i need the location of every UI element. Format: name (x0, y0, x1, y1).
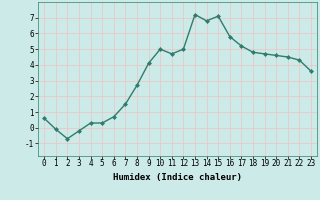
X-axis label: Humidex (Indice chaleur): Humidex (Indice chaleur) (113, 173, 242, 182)
